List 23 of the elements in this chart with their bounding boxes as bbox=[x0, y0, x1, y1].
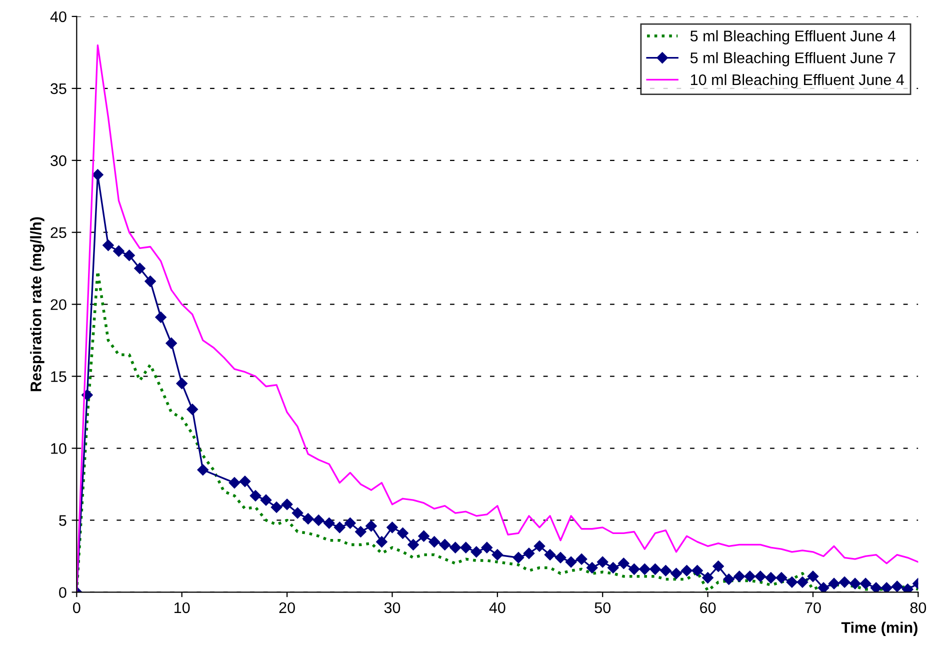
x-tick-label: 70 bbox=[805, 602, 821, 614]
x-axis-title: Time (min) bbox=[841, 622, 918, 636]
y-tick-label: 30 bbox=[50, 155, 66, 166]
y-tick-label: 5 bbox=[59, 515, 66, 526]
x-tick-label: 80 bbox=[910, 602, 926, 614]
x-tick-label: 50 bbox=[594, 602, 611, 614]
y-axis-title: Respiration rate (mg/l/h) bbox=[30, 217, 44, 392]
y-tick-label: 35 bbox=[50, 83, 66, 94]
x-tick-label: 20 bbox=[279, 602, 295, 614]
x-tick-label: 10 bbox=[174, 602, 190, 614]
x-tick-label: 40 bbox=[489, 602, 506, 614]
legend-label: 10 ml Bleaching Effluent June 4 bbox=[690, 74, 904, 88]
legend-label: 5 ml Bleaching Effluent June 4 bbox=[690, 30, 896, 44]
x-tick-label: 30 bbox=[384, 602, 400, 614]
y-tick-label: 15 bbox=[51, 371, 66, 382]
x-tick-label: 0 bbox=[73, 602, 80, 614]
x-tick-label: 60 bbox=[700, 602, 716, 614]
y-tick-label: 20 bbox=[50, 299, 66, 310]
y-tick-label: 25 bbox=[50, 227, 66, 238]
y-tick-label: 10 bbox=[51, 443, 66, 454]
y-tick-label: 0 bbox=[59, 587, 66, 598]
legend-label: 5 ml Bleaching Effluent June 7 bbox=[690, 52, 896, 66]
y-tick-label: 40 bbox=[50, 11, 66, 22]
